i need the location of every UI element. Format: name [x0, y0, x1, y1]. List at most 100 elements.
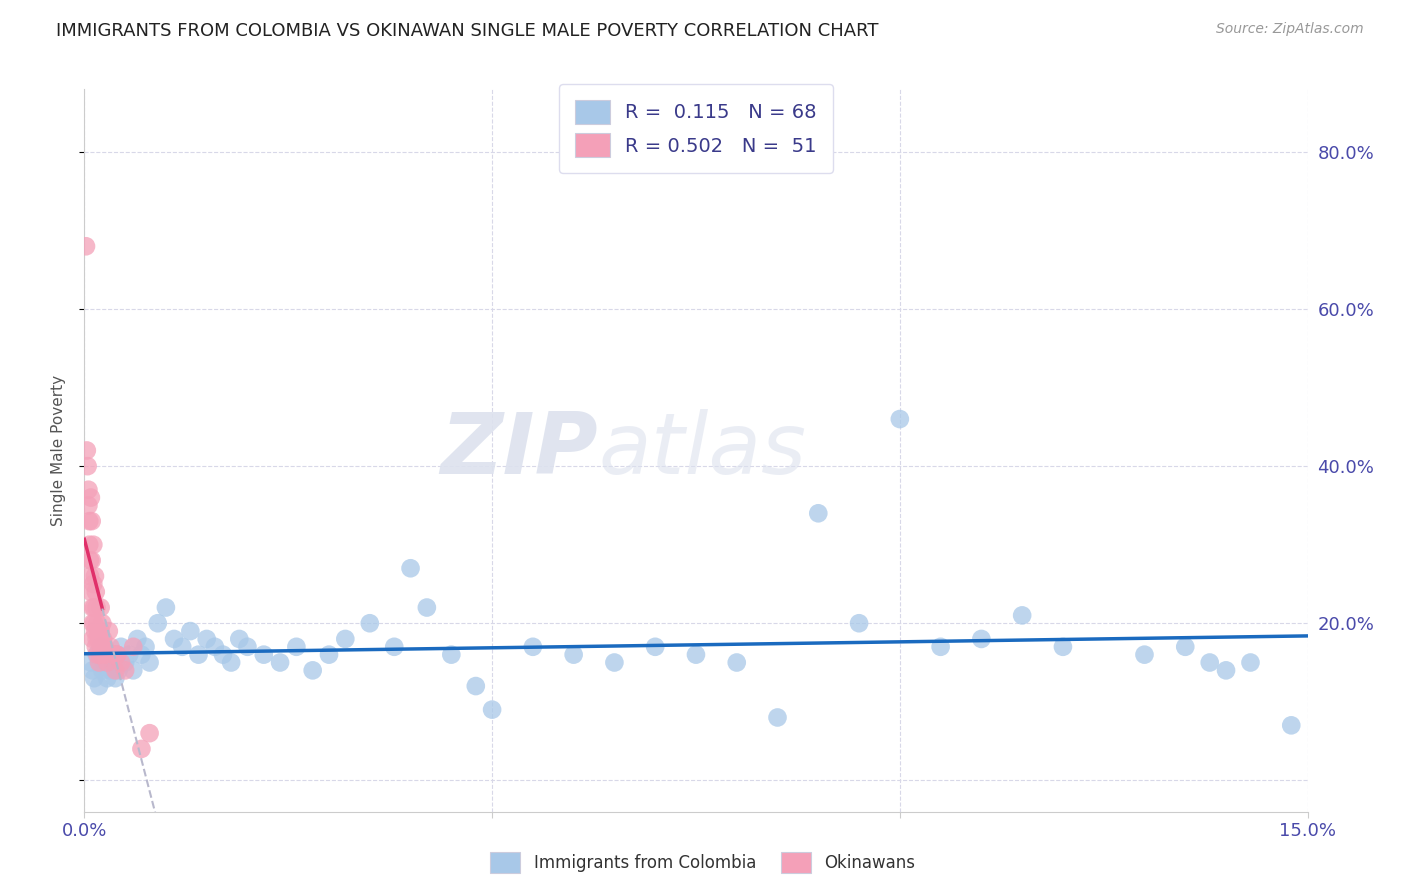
Point	[725, 656, 748, 670]
Point	[80, 514, 103, 528]
Point	[131, 648, 153, 662]
Point	[335, 632, 357, 646]
Point	[87, 679, 110, 693]
Point	[146, 616, 169, 631]
Point	[105, 648, 128, 662]
Point	[91, 632, 114, 646]
Point	[105, 648, 128, 662]
Point	[187, 648, 209, 662]
Point	[138, 726, 160, 740]
Point	[440, 648, 463, 662]
Point	[90, 600, 112, 615]
Point	[212, 648, 235, 662]
Point	[75, 239, 97, 253]
Point	[104, 671, 127, 685]
Point	[1279, 718, 1302, 732]
Point	[138, 656, 160, 670]
Point	[269, 656, 291, 670]
Point	[86, 632, 108, 646]
Point	[90, 640, 112, 654]
Point	[644, 640, 666, 654]
Point	[416, 600, 439, 615]
Point	[253, 648, 276, 662]
Point	[84, 624, 107, 639]
Point	[562, 648, 585, 662]
Point	[766, 710, 789, 724]
Point	[1198, 656, 1220, 670]
Point	[399, 561, 422, 575]
Point	[603, 656, 626, 670]
Point	[970, 632, 993, 646]
Point	[79, 569, 101, 583]
Point	[90, 640, 112, 654]
Point	[807, 506, 830, 520]
Point	[131, 742, 153, 756]
Point	[114, 656, 136, 670]
Point	[848, 616, 870, 631]
Point	[97, 648, 120, 662]
Point	[301, 664, 323, 678]
Point	[1052, 640, 1074, 654]
Point	[110, 656, 132, 670]
Point	[82, 600, 104, 615]
Point	[195, 632, 218, 646]
Point	[135, 640, 157, 654]
Point	[155, 600, 177, 615]
Point	[359, 616, 381, 631]
Point	[285, 640, 308, 654]
Point	[89, 648, 111, 662]
Point	[76, 443, 98, 458]
Legend: Immigrants from Colombia, Okinawans: Immigrants from Colombia, Okinawans	[484, 846, 922, 880]
Point	[104, 664, 127, 678]
Point	[1133, 648, 1156, 662]
Point	[80, 656, 103, 670]
Point	[77, 514, 100, 528]
Point	[1215, 664, 1237, 678]
Point	[93, 640, 115, 654]
Point	[105, 648, 128, 662]
Point	[86, 600, 108, 615]
Point	[84, 569, 107, 583]
Point	[179, 624, 201, 639]
Point	[228, 632, 250, 646]
Point	[84, 584, 107, 599]
Point	[86, 616, 108, 631]
Point	[83, 600, 105, 615]
Point	[86, 648, 108, 662]
Point	[82, 632, 104, 646]
Point	[87, 656, 110, 670]
Point	[77, 538, 100, 552]
Point	[94, 648, 117, 662]
Point	[101, 648, 124, 662]
Point	[685, 648, 707, 662]
Point	[84, 640, 107, 654]
Point	[204, 640, 226, 654]
Text: ZIP: ZIP	[440, 409, 598, 492]
Point	[101, 656, 124, 670]
Point	[889, 412, 911, 426]
Point	[481, 703, 503, 717]
Point	[93, 656, 115, 670]
Point	[318, 648, 340, 662]
Point	[382, 640, 405, 654]
Point	[79, 553, 101, 567]
Point	[87, 632, 110, 646]
Point	[82, 577, 104, 591]
Point	[1011, 608, 1033, 623]
Point	[97, 624, 120, 639]
Point	[82, 664, 104, 678]
Point	[82, 616, 104, 631]
Point	[80, 491, 103, 505]
Point	[80, 553, 103, 567]
Text: atlas: atlas	[598, 409, 806, 492]
Point	[100, 640, 122, 654]
Point	[77, 499, 100, 513]
Point	[91, 616, 114, 631]
Point	[122, 640, 145, 654]
Point	[1239, 656, 1261, 670]
Point	[91, 664, 114, 678]
Point	[522, 640, 544, 654]
Point	[118, 648, 141, 662]
Point	[163, 632, 186, 646]
Point	[82, 538, 104, 552]
